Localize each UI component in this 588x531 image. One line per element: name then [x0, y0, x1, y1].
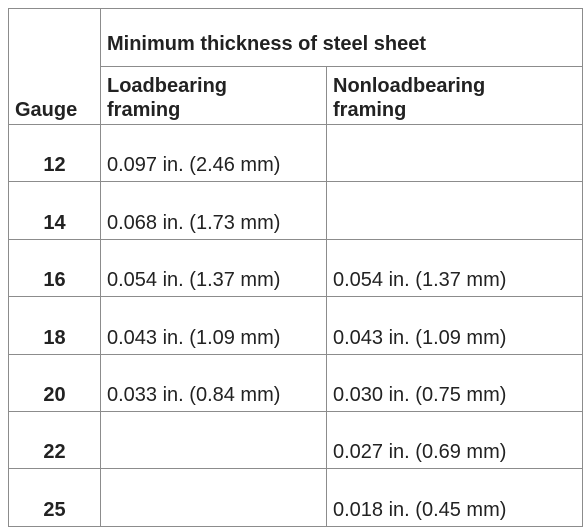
- table-cell: [100, 468, 327, 527]
- header-cell: Loadbearing framing: [100, 66, 327, 125]
- table-cell: 0.043 in. (1.09 mm): [326, 296, 583, 355]
- gauge: 16: [43, 269, 66, 292]
- thickness: 0.030 in. (0.75 mm): [333, 383, 507, 406]
- thickness: 0.054 in. (1.37 mm): [107, 269, 281, 292]
- thickness: 0.033 in. (0.84 mm): [107, 383, 281, 406]
- table-cell: 20: [8, 353, 101, 412]
- table-cell: [326, 181, 583, 240]
- header-text: Nonloadbearing framing: [333, 75, 486, 121]
- table-cell: 14: [8, 181, 101, 240]
- thickness-table: Gauge Minimum thickness of steel sheet L…: [8, 8, 583, 527]
- thickness: 0.068 in. (1.73 mm): [107, 211, 281, 234]
- table-cell: 0.027 in. (0.69 mm): [326, 410, 583, 470]
- table-cell: 18: [8, 296, 101, 355]
- header-text: Gauge: [15, 99, 78, 121]
- header-cell: Gauge: [8, 8, 101, 125]
- table-cell: 0.054 in. (1.37 mm): [326, 238, 583, 298]
- table-cell: 0.030 in. (0.75 mm): [326, 353, 583, 412]
- table-cell: 12: [8, 123, 101, 183]
- gauge: 12: [43, 154, 66, 177]
- table-cell: 0.054 in. (1.37 mm): [100, 238, 327, 298]
- header-cell: Nonloadbearing framing: [326, 66, 583, 125]
- gauge: 22: [43, 441, 66, 464]
- table-title: Minimum thickness of steel sheet: [107, 33, 426, 55]
- table-cell: 0.068 in. (1.73 mm): [100, 181, 327, 240]
- thickness: 0.018 in. (0.45 mm): [333, 498, 507, 521]
- thickness: 0.027 in. (0.69 mm): [333, 441, 507, 464]
- thickness: 0.043 in. (1.09 mm): [333, 326, 507, 349]
- table-cell: 0.043 in. (1.09 mm): [100, 296, 327, 355]
- table-cell: 0.033 in. (0.84 mm): [100, 353, 327, 412]
- table-cell: [100, 410, 327, 470]
- table-cell: 16: [8, 238, 101, 298]
- gauge: 18: [43, 326, 66, 349]
- table-cell: 0.018 in. (0.45 mm): [326, 468, 583, 527]
- title-cell: Minimum thickness of steel sheet: [100, 8, 583, 67]
- table-cell: [326, 123, 583, 183]
- thickness: 0.043 in. (1.09 mm): [107, 326, 281, 349]
- gauge: 20: [43, 383, 66, 406]
- thickness: 0.097 in. (2.46 mm): [107, 154, 281, 177]
- gauge: 25: [43, 498, 66, 521]
- gauge: 14: [43, 211, 66, 234]
- thickness: 0.054 in. (1.37 mm): [333, 269, 507, 292]
- table-cell: 22: [8, 410, 101, 470]
- table-cell: 0.097 in. (2.46 mm): [100, 123, 327, 183]
- table-cell: 25: [8, 468, 101, 527]
- header-text: Loadbearing framing: [107, 75, 228, 121]
